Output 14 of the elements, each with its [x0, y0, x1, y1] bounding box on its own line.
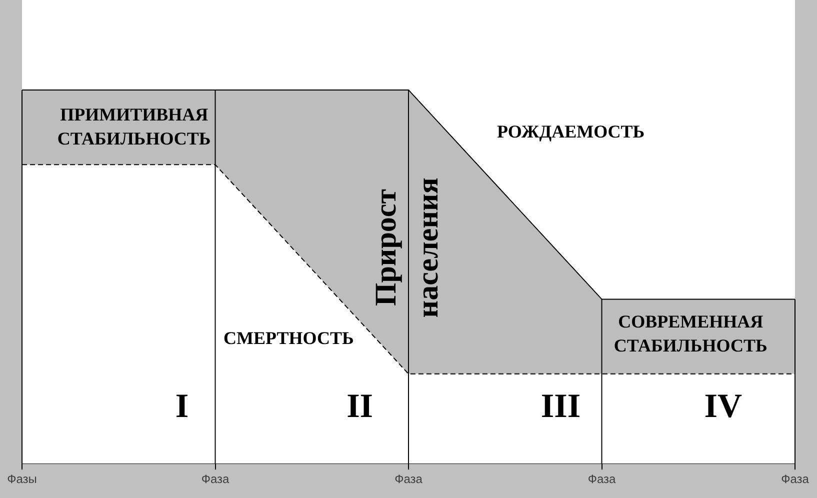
- x-tick-label: Фаза: [394, 472, 423, 486]
- series-label: РОЖДАЕМОСТЬ: [496, 121, 645, 142]
- annotation: I: [175, 388, 189, 426]
- annotation: ПРИМИТИВНАЯ СТАБИЛЬНОСТЬ: [57, 104, 211, 149]
- x-tick-label: Фаза: [588, 472, 616, 486]
- annotation: СОВРЕМЕННАЯ СТАБИЛЬНОСТЬ: [614, 312, 768, 356]
- x-tick-label: Фаза: [201, 472, 230, 486]
- x-tick-label: Фаза: [781, 472, 810, 486]
- annotation: II: [346, 388, 374, 426]
- series-label: СМЕРТНОСТЬ: [224, 328, 354, 348]
- annotation: IV: [704, 388, 742, 426]
- annotation: III: [540, 388, 581, 426]
- annotation: Прирост населения: [369, 177, 444, 318]
- x-tick-label: Фазы: [7, 472, 37, 486]
